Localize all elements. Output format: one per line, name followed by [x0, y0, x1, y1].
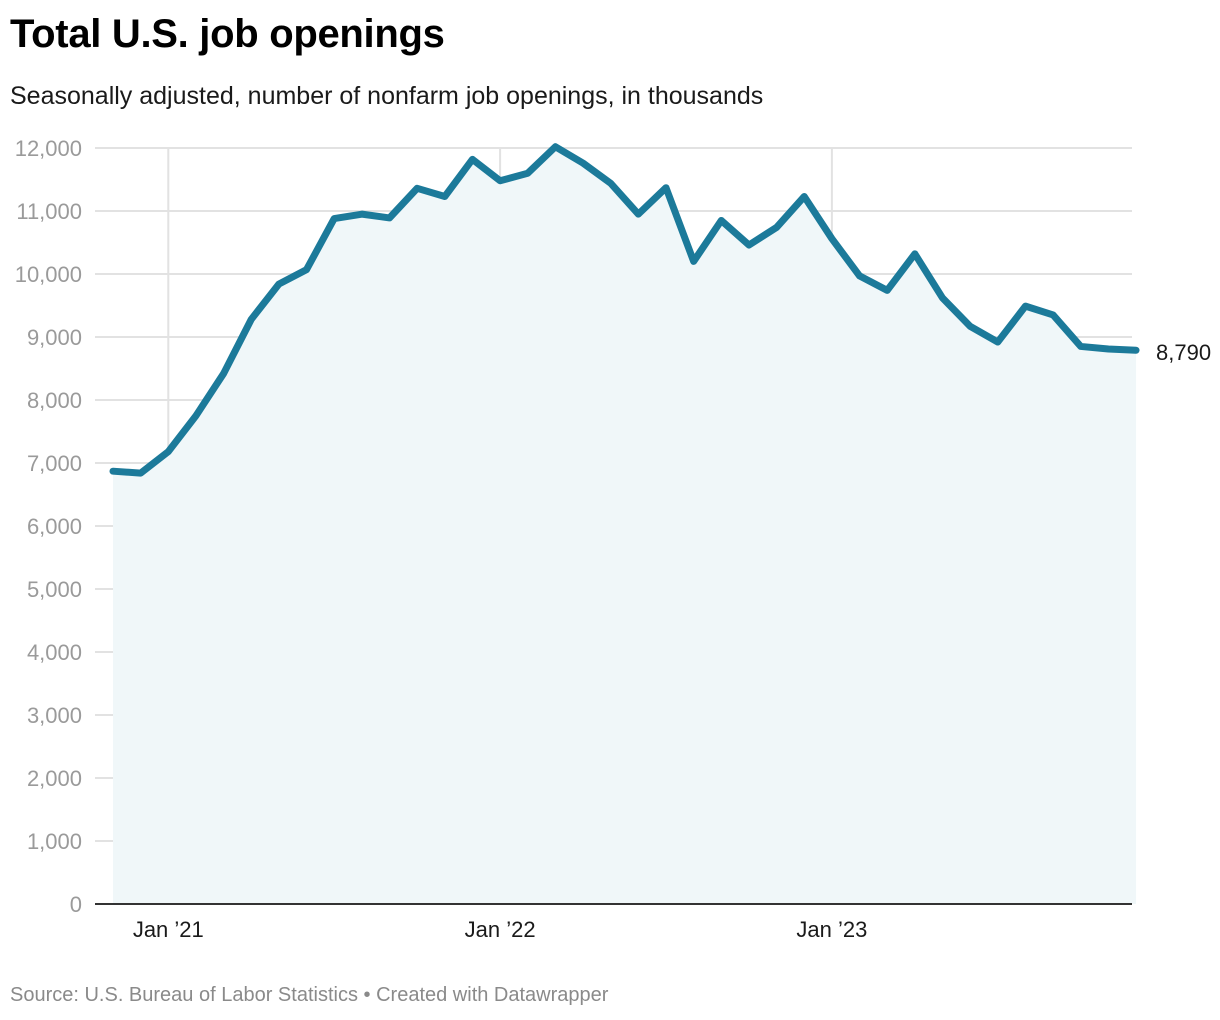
- data-point: [801, 193, 808, 200]
- x-tick-labels: Jan ’21 Jan ’22 Jan ’23: [133, 917, 868, 942]
- data-point: [1133, 347, 1140, 354]
- data-point: [580, 160, 587, 167]
- chart-subtitle: Seasonally adjusted, number of nonfarm j…: [10, 82, 764, 110]
- footer: Source: U.S. Bureau of Labor Statistics …: [10, 984, 608, 1007]
- data-point: [1022, 303, 1029, 310]
- y-tick-label: 5,000: [27, 577, 82, 602]
- data-point: [745, 242, 752, 249]
- data-point: [275, 281, 282, 288]
- job-openings-chart: 0 1,000 2,000 3,000 4,000 5,000 6,000 7,000 8,00…: [15, 136, 1211, 942]
- data-point: [220, 370, 227, 377]
- y-tick-label: 8,000: [27, 388, 82, 413]
- chart-title: Total U.S. job openings: [10, 12, 445, 56]
- data-point: [165, 448, 172, 455]
- y-tick-label: 6,000: [27, 514, 82, 539]
- data-point: [884, 287, 891, 294]
- data-point: [358, 211, 365, 218]
- data-point: [524, 170, 531, 177]
- y-tick-label: 10,000: [15, 262, 82, 287]
- y-tick-label: 0: [70, 892, 82, 917]
- footer-separator: •: [363, 984, 371, 1006]
- data-point: [939, 294, 946, 301]
- job-openings-line: [109, 143, 1140, 477]
- data-point: [497, 177, 504, 184]
- y-tick-label: 1,000: [27, 829, 82, 854]
- data-point: [1077, 343, 1084, 350]
- x-tick-label: Jan ’23: [796, 917, 867, 942]
- data-point: [994, 339, 1001, 346]
- data-point: [773, 224, 780, 231]
- source-note: Source: U.S. Bureau of Labor Statistics: [10, 984, 358, 1006]
- y-tick-label: 9,000: [27, 325, 82, 350]
- data-point: [137, 470, 144, 477]
- data-point: [1050, 311, 1057, 318]
- y-tick-label: 11,000: [16, 199, 82, 224]
- y-tick-label: 7,000: [27, 451, 82, 476]
- data-point: [635, 211, 642, 218]
- data-point: [967, 323, 974, 330]
- x-tick-label: Jan ’21: [133, 917, 204, 942]
- data-point: [911, 250, 918, 257]
- y-tick-label: 4,000: [27, 640, 82, 665]
- data-point: [414, 185, 421, 192]
- data-point: [718, 217, 725, 224]
- data-point: [331, 215, 338, 222]
- data-point: [552, 143, 559, 150]
- data-point: [110, 468, 117, 475]
- data-point: [441, 193, 448, 200]
- y-tick-label: 2,000: [27, 766, 82, 791]
- data-point: [607, 180, 614, 187]
- data-point: [1105, 345, 1112, 352]
- data-point: [386, 214, 393, 221]
- data-point: [663, 184, 670, 191]
- data-point: [192, 412, 199, 419]
- data-point: [248, 316, 255, 323]
- y-tick-label: 3,000: [27, 703, 82, 728]
- credit-note: Created with Datawrapper: [376, 984, 609, 1006]
- data-point: [828, 235, 835, 242]
- end-value-label: 8,790: [1156, 340, 1211, 365]
- area-fill: [113, 146, 1137, 905]
- data-point: [690, 258, 697, 265]
- y-tick-label: 12,000: [15, 136, 82, 161]
- data-point: [303, 266, 310, 273]
- x-tick-label: Jan ’22: [465, 917, 536, 942]
- data-point: [469, 156, 476, 163]
- data-point: [856, 272, 863, 279]
- y-tick-labels: 0 1,000 2,000 3,000 4,000 5,000 6,000 7,000 8,00…: [15, 136, 82, 917]
